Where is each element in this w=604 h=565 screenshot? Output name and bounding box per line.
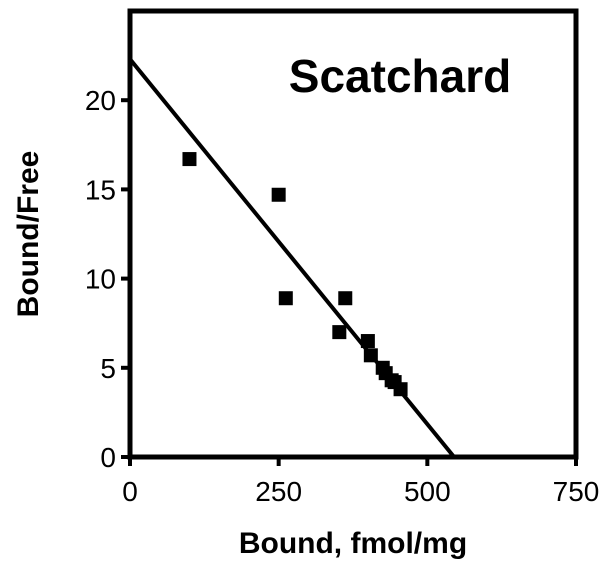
plot-frame	[127, 8, 579, 460]
fit-line-layer	[128, 57, 456, 459]
y-tick-label: 10	[85, 264, 116, 295]
x-tick-label: 250	[255, 476, 302, 507]
data-point	[278, 291, 293, 306]
data-point	[360, 334, 375, 349]
data-point	[363, 348, 378, 363]
data-points	[182, 152, 408, 397]
data-point	[393, 382, 408, 397]
regression-line	[128, 57, 456, 459]
x-axis-ticks: 0 250 500 750	[122, 457, 599, 507]
y-tick-label: 5	[100, 353, 116, 384]
data-point	[271, 187, 286, 202]
data-point	[332, 325, 347, 340]
x-axis-label: Bound, fmol/mg	[239, 527, 467, 560]
y-tick-label: 0	[100, 442, 116, 473]
x-tick-label: 750	[553, 476, 600, 507]
y-tick-label: 15	[85, 174, 116, 205]
y-tick-label: 20	[85, 85, 116, 116]
x-tick-label: 0	[122, 476, 138, 507]
y-axis-ticks: 0 5 10 15 20	[85, 85, 130, 473]
data-point	[338, 291, 353, 306]
x-tick-label: 500	[404, 476, 451, 507]
chart-title: Scatchard	[289, 50, 511, 102]
data-point	[182, 152, 197, 167]
y-axis-label: Bound/Free	[12, 151, 45, 318]
